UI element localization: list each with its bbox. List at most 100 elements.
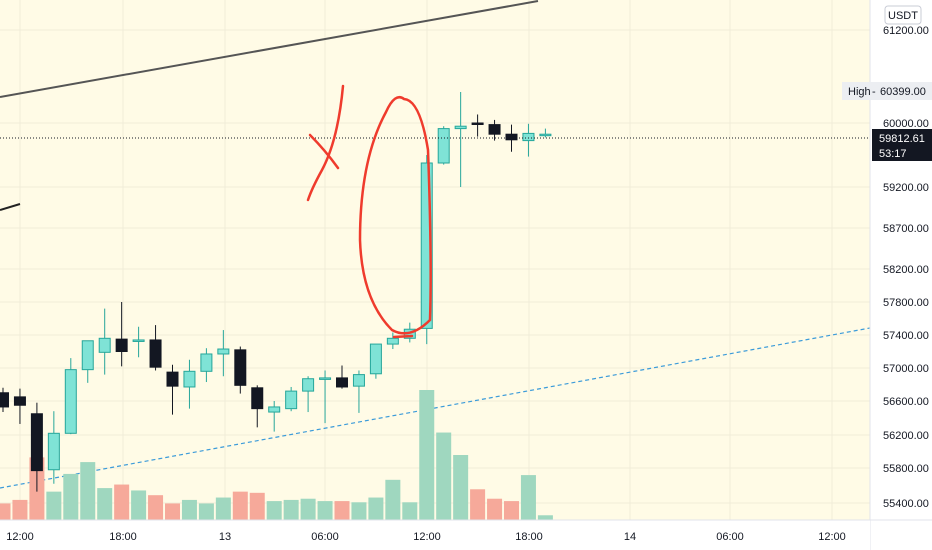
high-value: 60399.00 [880, 86, 926, 98]
volume-bar [181, 499, 197, 520]
time-tick-label: 18:00 [515, 531, 543, 543]
candle-body [47, 432, 60, 471]
volume-bar [470, 489, 486, 520]
volume-bar [453, 455, 469, 520]
time-tick-label: 12:00 [413, 531, 441, 543]
candle-body [336, 377, 348, 388]
candle-body [352, 374, 365, 387]
volume-bar [97, 488, 113, 520]
candle-body [64, 369, 77, 434]
price-tick-label: 57800.00 [883, 297, 929, 309]
volume-bar [419, 390, 435, 520]
trend-line-dashed[interactable] [0, 327, 871, 489]
candle-body [522, 132, 535, 142]
candle-body [268, 406, 281, 413]
trend-line-short[interactable] [0, 203, 21, 211]
volume-bar [351, 502, 367, 520]
candle-body [234, 349, 247, 386]
price-tick-label: 55800.00 [883, 463, 929, 475]
price-tick-label: 58700.00 [883, 223, 929, 235]
volume-bar [131, 490, 147, 520]
candle-body [217, 348, 230, 355]
time-axis-ticks: 12:00 18:00 13 06:00 12:00 18:00 14 06:00 12:00 [6, 531, 846, 543]
candle-body [471, 122, 484, 125]
time-tick-label: 14 [624, 531, 636, 543]
candle-body [454, 125, 467, 130]
volume-bar [283, 499, 299, 520]
volume-bar [215, 497, 231, 520]
high-label: High [848, 86, 871, 98]
candle-body [149, 339, 162, 368]
volume-bars [0, 390, 553, 520]
candle-body [13, 396, 26, 406]
volume-bar [63, 473, 79, 520]
price-axis[interactable] [870, 0, 932, 520]
volume-bar [148, 495, 164, 520]
volume-bar [385, 479, 401, 520]
candle-body [488, 124, 501, 135]
vertical-grid [19, 0, 833, 520]
candle-body [0, 392, 9, 408]
candle-body [166, 371, 179, 387]
candle-body [183, 370, 196, 388]
price-tick-label: 58200.00 [883, 264, 929, 276]
volume-bar [504, 501, 519, 520]
candle-body [539, 133, 552, 137]
price-tick-label: 61200.00 [883, 25, 929, 37]
currency-badge[interactable]: USDT [884, 5, 922, 25]
price-axis-ticks: 55400.00 55800.00 56200.00 56600.00 57000.00… [883, 25, 929, 510]
volume-bar [165, 503, 180, 520]
volume-bar [12, 499, 28, 520]
candle-body [420, 162, 433, 329]
price-tick-label: 57000.00 [883, 363, 929, 375]
time-tick-label: 12:00 [818, 531, 846, 543]
candlesticks [0, 92, 552, 492]
time-axis[interactable] [0, 520, 870, 550]
horizontal-grid [0, 29, 870, 504]
high-badge: High - 60399.00 [842, 82, 932, 100]
volume-bar [436, 432, 452, 520]
candle-body [30, 413, 43, 472]
candle-body [369, 343, 382, 375]
volume-bar [198, 503, 214, 520]
volume-bar [520, 475, 536, 520]
candle-body [386, 337, 399, 345]
annotation-ellipse[interactable] [358, 95, 432, 339]
last-price-badge: 59812.61 53:17 [872, 129, 932, 161]
price-tick-label: 56200.00 [883, 430, 929, 442]
candle-body [505, 133, 518, 141]
price-tick-label: 59200.00 [883, 182, 929, 194]
candle-body [251, 387, 264, 410]
background-tint [0, 0, 870, 520]
time-tick-label: 12:00 [6, 531, 34, 543]
trend-line-solid[interactable] [0, 0, 539, 98]
volume-bar [80, 462, 96, 520]
volume-bar [249, 492, 265, 520]
time-tick-label: 06:00 [716, 531, 744, 543]
countdown-value: 53:17 [879, 148, 907, 160]
candle-body [437, 128, 450, 164]
candle-body [285, 390, 298, 410]
time-tick-label: 13 [219, 531, 231, 543]
price-tick-label: 55400.00 [883, 498, 929, 510]
volume-bar [487, 498, 503, 520]
candle-body [302, 378, 315, 392]
candle-body [132, 339, 145, 342]
price-tick-label: 56600.00 [883, 396, 929, 408]
high-separator: - [872, 86, 876, 98]
volume-bar [300, 498, 316, 520]
currency-label: USDT [888, 10, 918, 22]
annotation-x-mark[interactable] [306, 84, 345, 202]
volume-bar [232, 491, 248, 520]
candle-body [98, 337, 111, 353]
time-tick-label: 06:00 [311, 531, 339, 543]
candle-body [81, 340, 94, 371]
last-price-value: 59812.61 [879, 133, 925, 145]
volume-bar [368, 497, 384, 520]
candle-body [200, 353, 213, 372]
time-tick-label: 18:00 [109, 531, 137, 543]
candle-body [319, 377, 332, 380]
volume-bar [537, 515, 553, 520]
price-tick-label: 57400.00 [883, 330, 929, 342]
